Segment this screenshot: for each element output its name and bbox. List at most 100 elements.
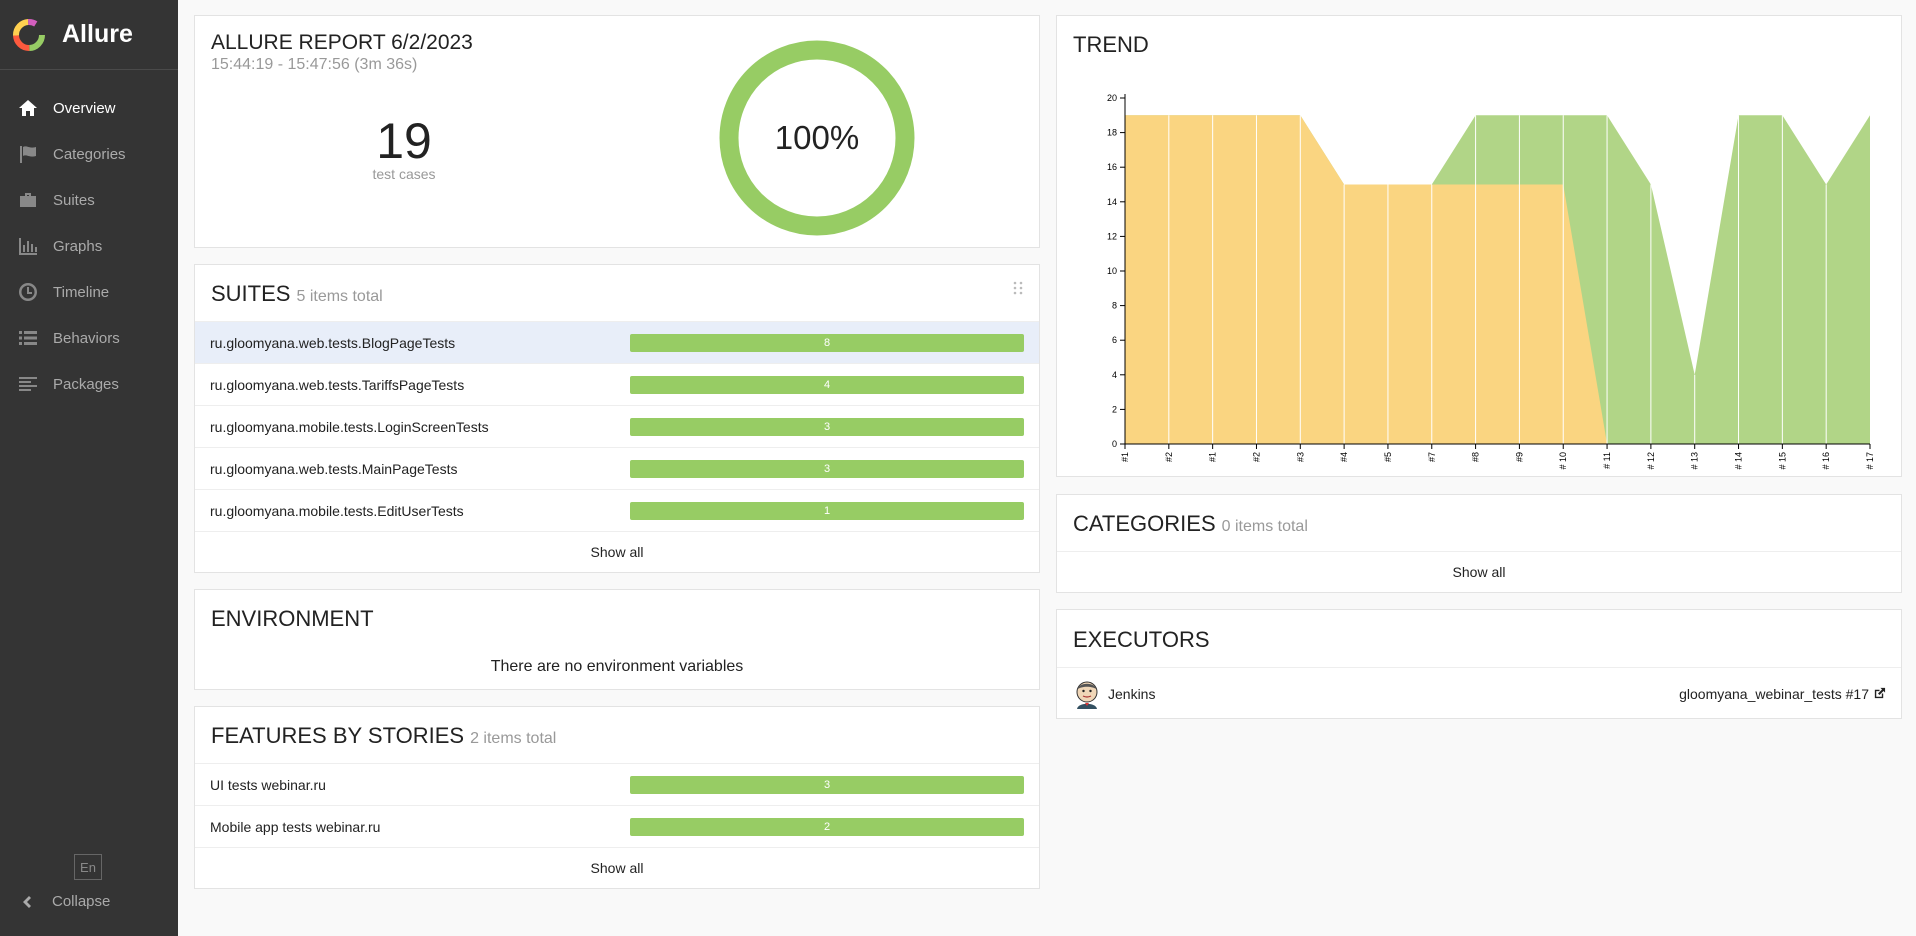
test-case-count: 19 [376, 113, 432, 169]
suites-show-all-button[interactable]: Show all [195, 531, 1039, 571]
executor-row: Jenkins gloomyana_webinar_tests #17 [1057, 667, 1901, 719]
trend-x-tick-label[interactable]: #3 [1295, 452, 1305, 462]
executors-title: EXECUTORS [1073, 627, 1210, 652]
summary-widget: ALLURE REPORT 6/2/2023 15:44:19 - 15:47:… [194, 15, 1040, 248]
features-title: FEATURES BY STORIES [211, 723, 465, 748]
chevron-left-icon [23, 895, 31, 908]
features-widget: FEATURES BY STORIES 2 items total UI tes… [194, 706, 1040, 889]
trend-y-tick-label: 12 [1107, 231, 1117, 241]
trend-x-tick-label[interactable]: #9 [1514, 452, 1524, 462]
sidebar-item-graphs[interactable]: Graphs [0, 223, 178, 269]
suite-row[interactable]: ru.gloomyana.web.tests.TariffsPageTests … [195, 363, 1039, 405]
sidebar-nav: Overview Categories Suites Graphs Timeli… [0, 85, 178, 407]
suite-status-bar: 3 [630, 459, 1024, 478]
categories-title: CATEGORIES [1073, 511, 1216, 536]
sidebar-item-categories[interactable]: Categories [0, 131, 178, 177]
trend-x-tick-label[interactable]: #5 [1383, 452, 1393, 462]
trend-x-tick-label[interactable]: #1 [1208, 452, 1218, 462]
suite-row[interactable]: ru.gloomyana.web.tests.BlogPageTests 8 [195, 321, 1039, 363]
sidebar-item-packages[interactable]: Packages [0, 361, 178, 407]
trend-y-tick-label: 4 [1112, 370, 1117, 380]
jenkins-avatar-icon [1076, 681, 1098, 709]
clock-icon [17, 281, 39, 303]
trend-y-tick-label: 0 [1112, 439, 1117, 449]
sidebar-item-label: Timeline [53, 283, 110, 301]
categories-subtitle: 0 items total [1221, 518, 1308, 535]
suite-name: ru.gloomyana.mobile.tests.LoginScreenTes… [210, 418, 489, 435]
trend-x-tick-label[interactable]: #4 [1339, 452, 1349, 462]
categories-widget: CATEGORIES 0 items total Show all [1056, 494, 1902, 593]
trend-x-tick-label[interactable]: # 16 [1821, 452, 1831, 470]
brand[interactable]: Allure [0, 0, 178, 70]
trend-x-tick-label[interactable]: # 14 [1734, 452, 1744, 470]
categories-show-all-button[interactable]: Show all [1057, 551, 1901, 591]
trend-x-tick-label[interactable]: #1 [1120, 452, 1130, 462]
trend-title: TREND [1073, 32, 1149, 57]
executors-widget: EXECUTORS Jenkins gloomyana_webinar_test… [1056, 609, 1902, 719]
suite-name: ru.gloomyana.mobile.tests.EditUserTests [210, 502, 464, 519]
trend-y-tick-label: 16 [1107, 162, 1117, 172]
feature-row[interactable]: UI tests webinar.ru 3 [195, 763, 1039, 805]
sidebar-item-label: Categories [53, 145, 126, 163]
trend-x-tick-label[interactable]: #2 [1164, 452, 1174, 462]
collapse-button[interactable]: Collapse [20, 893, 110, 910]
suite-status-bar: 1 [630, 501, 1024, 520]
suites-subtitle: 5 items total [296, 288, 383, 305]
trend-chart[interactable]: 0 2 4 6 8 10 12 14 16 18 20 #1 #2 #1 #2 #3 #4 #5 #7 #8 #9 # 1… [1057, 66, 1903, 476]
language-button[interactable]: En [74, 854, 102, 880]
collapse-label: Collapse [52, 893, 111, 910]
trend-area-series-0 [1125, 115, 1870, 445]
trend-x-tick-label[interactable]: # 11 [1602, 452, 1612, 469]
suite-row[interactable]: ru.gloomyana.web.tests.MainPageTests 3 [195, 447, 1039, 489]
flag-icon [17, 143, 39, 165]
trend-x-tick-label[interactable]: # 17 [1865, 452, 1875, 470]
brand-name: Allure [62, 20, 133, 48]
trend-y-tick-label: 20 [1107, 93, 1117, 103]
drag-handle-icon[interactable] [1013, 281, 1023, 295]
feature-status-bar: 2 [630, 817, 1024, 836]
list-icon [17, 327, 39, 349]
trend-y-tick-label: 8 [1112, 301, 1117, 311]
sidebar: Allure Overview Categories Suites Graphs… [0, 0, 178, 936]
executor-build-link[interactable]: gloomyana_webinar_tests #17 [1679, 686, 1886, 702]
suite-status-bar: 3 [630, 417, 1024, 436]
suite-row[interactable]: ru.gloomyana.mobile.tests.EditUserTests … [195, 489, 1039, 531]
trend-x-tick-label[interactable]: #2 [1251, 452, 1261, 462]
feature-row[interactable]: Mobile app tests webinar.ru 2 [195, 805, 1039, 847]
report-time: 15:44:19 - 15:47:56 (3m 36s) [211, 56, 418, 73]
environment-widget: ENVIRONMENT There are no environment var… [194, 589, 1040, 690]
sidebar-item-label: Overview [53, 99, 116, 117]
suite-status-bar: 8 [630, 333, 1024, 352]
trend-x-tick-label[interactable]: #7 [1427, 452, 1437, 462]
sidebar-item-label: Suites [53, 191, 95, 209]
trend-y-tick-label: 14 [1107, 197, 1117, 207]
environment-title: ENVIRONMENT [211, 606, 374, 631]
sidebar-item-suites[interactable]: Suites [0, 177, 178, 223]
trend-x-tick-label[interactable]: # 13 [1690, 452, 1700, 470]
external-link-icon [1874, 687, 1886, 699]
test-case-label: test cases [372, 166, 436, 182]
sidebar-item-overview[interactable]: Overview [0, 85, 178, 131]
sidebar-item-label: Graphs [53, 237, 103, 255]
trend-x-tick-label[interactable]: # 12 [1646, 452, 1656, 470]
sidebar-item-behaviors[interactable]: Behaviors [0, 315, 178, 361]
suite-name: ru.gloomyana.web.tests.TariffsPageTests [210, 376, 465, 393]
success-rate-donut[interactable] [719, 40, 915, 236]
allure-logo-icon [13, 18, 45, 51]
suites-title: SUITES [211, 281, 291, 306]
trend-y-tick-label: 10 [1107, 266, 1117, 276]
sidebar-item-timeline[interactable]: Timeline [0, 269, 178, 315]
environment-empty-message: There are no environment variables [490, 658, 744, 675]
sidebar-item-label: Behaviors [53, 329, 120, 347]
trend-x-tick-label[interactable]: #8 [1471, 452, 1481, 462]
briefcase-icon [17, 189, 39, 211]
trend-x-tick-label[interactable]: # 15 [1777, 452, 1787, 470]
trend-y-tick-label: 2 [1112, 404, 1117, 414]
suites-widget: SUITES 5 items total ru.gloomyana.web.te… [194, 264, 1040, 573]
features-show-all-button[interactable]: Show all [195, 847, 1039, 887]
suite-name: ru.gloomyana.web.tests.MainPageTests [210, 460, 458, 477]
suite-row[interactable]: ru.gloomyana.mobile.tests.LoginScreenTes… [195, 405, 1039, 447]
features-subtitle: 2 items total [470, 730, 557, 747]
align-left-icon [17, 373, 39, 395]
trend-x-tick-label[interactable]: # 10 [1558, 452, 1568, 470]
